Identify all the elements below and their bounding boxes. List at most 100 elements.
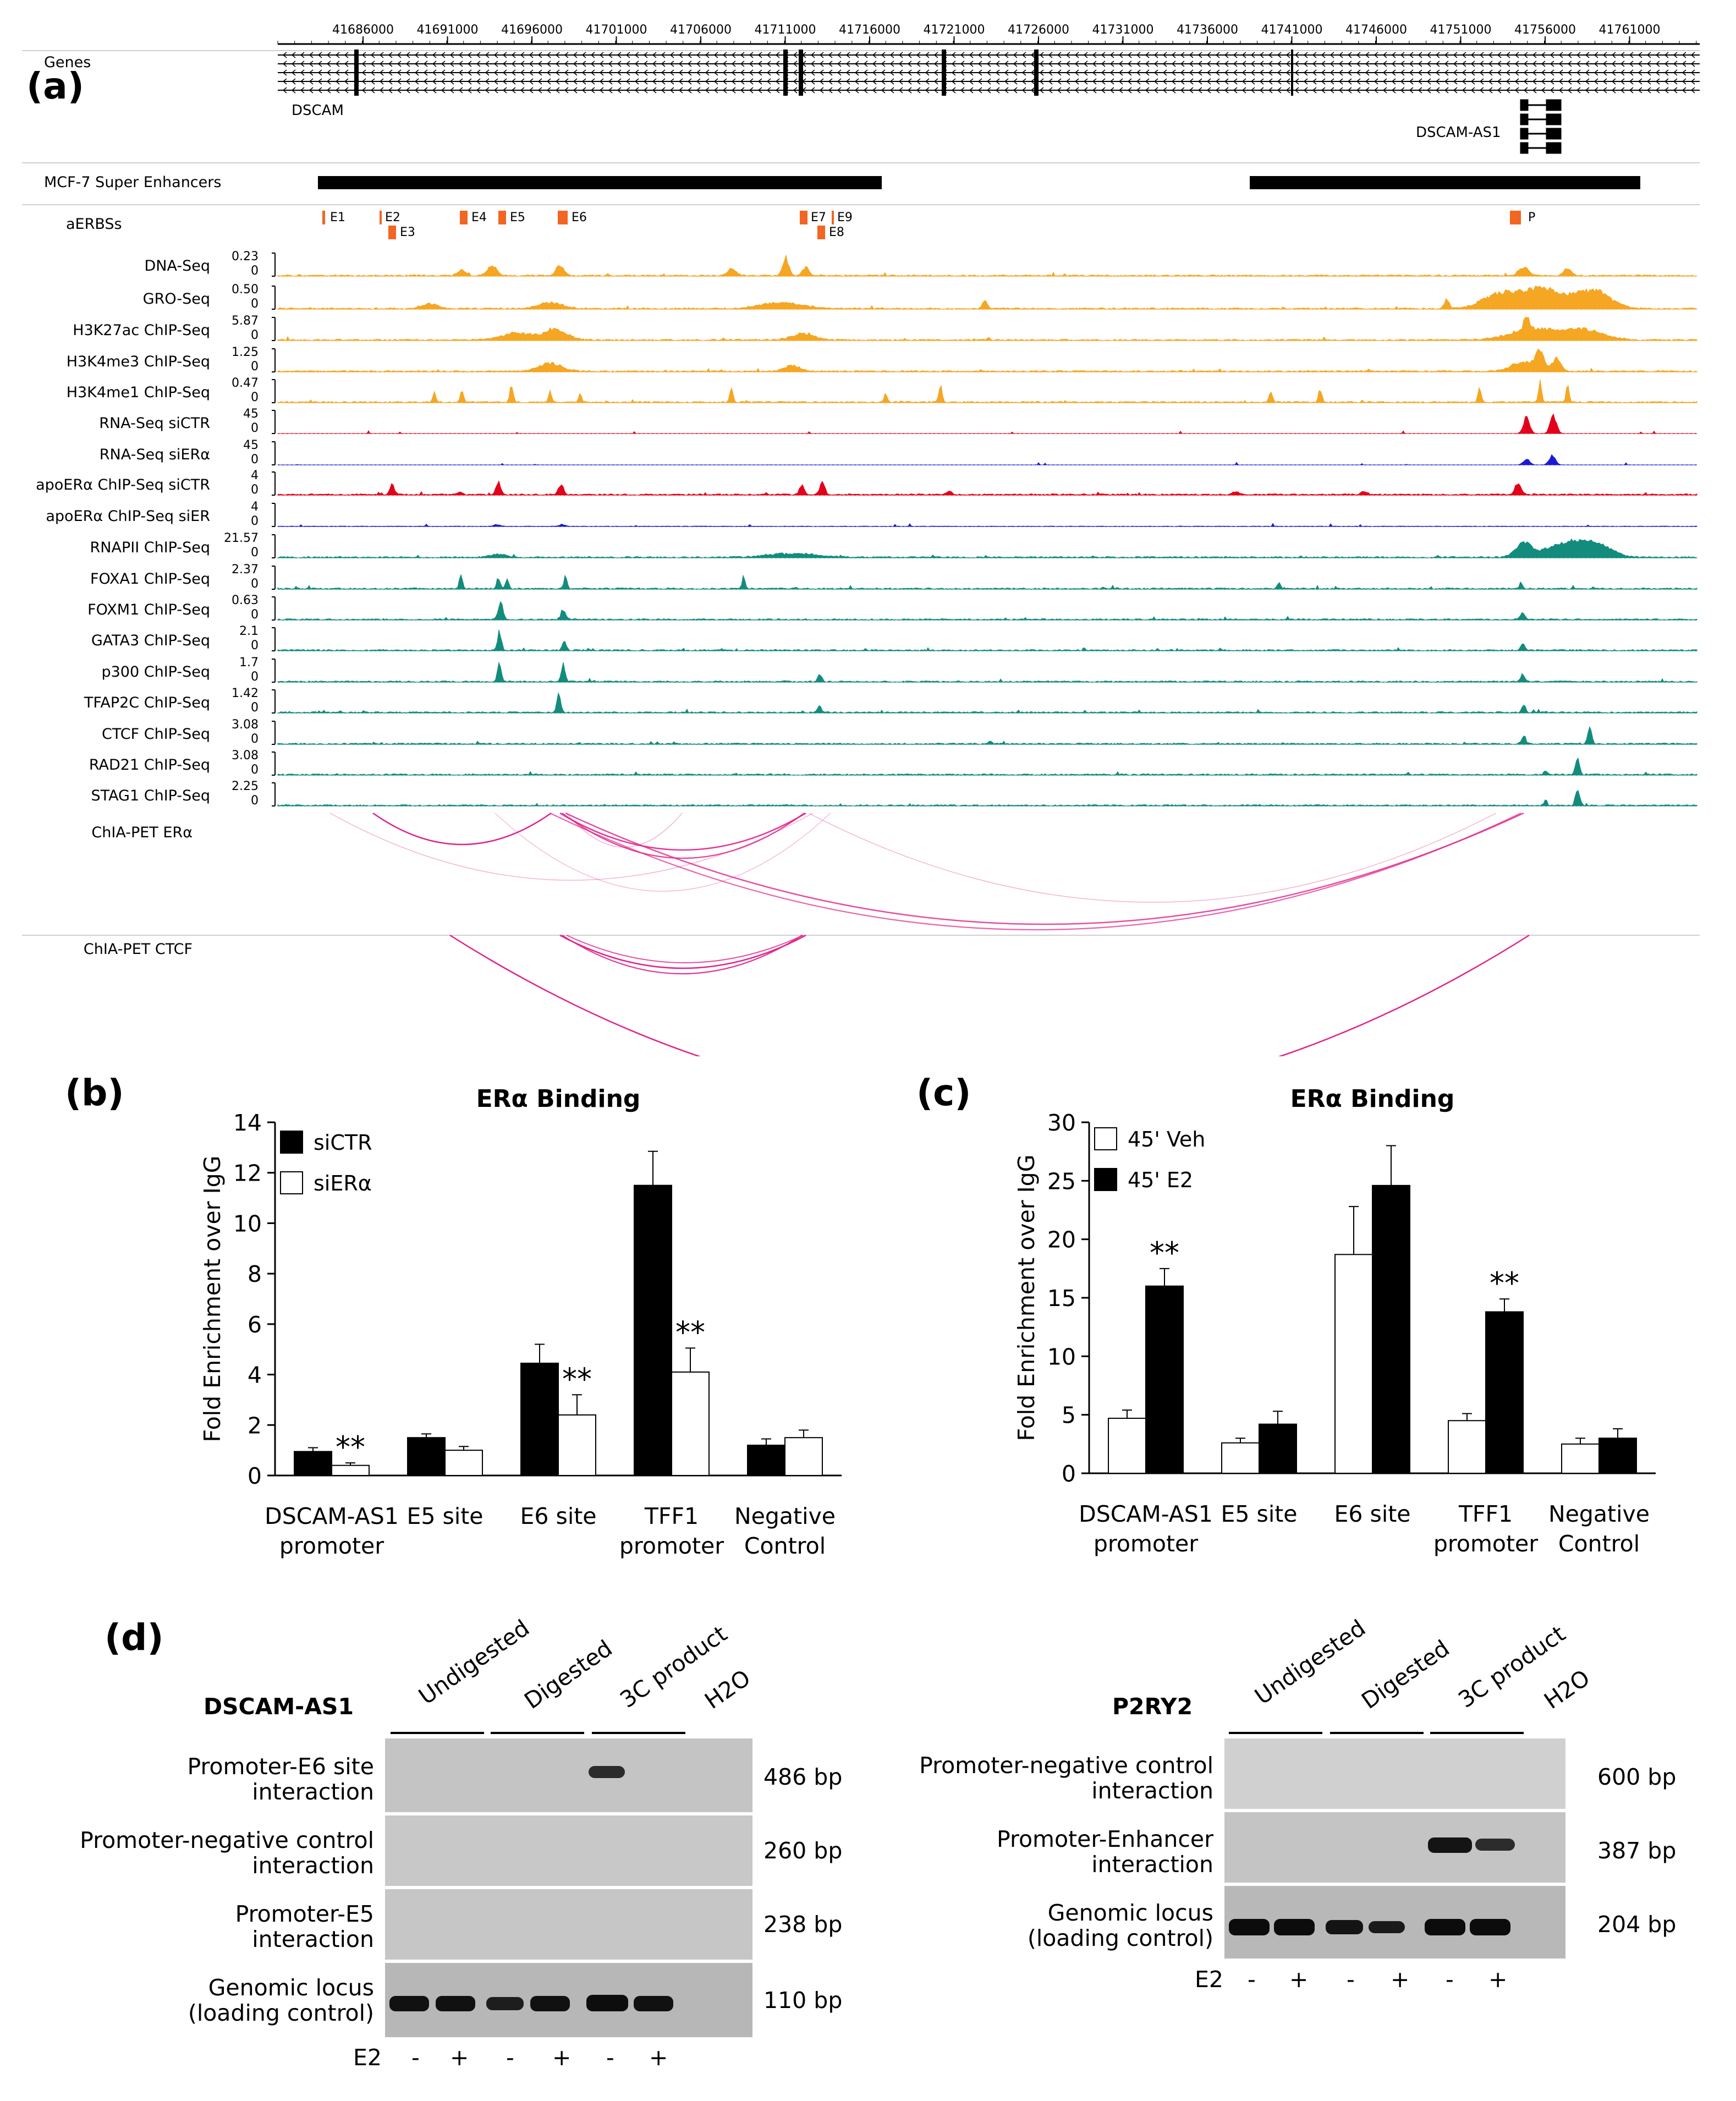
chiapet-era-arc xyxy=(329,813,814,881)
legend-swatch xyxy=(280,1131,303,1154)
signal-area xyxy=(277,379,1697,403)
aerbs-e9: E9 xyxy=(837,211,853,224)
x-tick-label: Negative xyxy=(734,1503,836,1529)
bar xyxy=(558,1414,596,1477)
bar xyxy=(1372,1184,1410,1474)
gel-left-header-h2o: H2O xyxy=(700,1664,756,1714)
track-scale-min: 0 xyxy=(251,732,259,746)
gel-left-header-digested: Digested xyxy=(519,1634,617,1714)
aerbs-e7: E7 xyxy=(811,211,826,224)
gel-right-e2-sign-5: - xyxy=(1446,1966,1454,1993)
track-scale-min: 0 xyxy=(251,701,259,715)
dscam-direction-arrow xyxy=(282,87,1695,94)
signal-area xyxy=(277,348,1697,372)
chiapet-era-arc xyxy=(550,813,1521,931)
dscam-direction-arrow xyxy=(282,52,1695,58)
significance-marker: ** xyxy=(675,1315,705,1350)
x-tick-label: E6 site xyxy=(520,1503,596,1529)
chiapet-era-arc xyxy=(808,813,1497,903)
dscam-gene-label: DSCAM xyxy=(292,102,344,119)
legend-label: 45' E2 xyxy=(1128,1168,1193,1192)
track-label: TFAP2C ChIP-Seq xyxy=(84,694,210,711)
track-scale-min: 0 xyxy=(251,546,259,559)
gel-left-row-2-label: Promoter-negative control interaction xyxy=(55,1828,374,1878)
band xyxy=(589,1766,625,1778)
gel-right-header-h2o: H2O xyxy=(1539,1664,1595,1714)
track-scale-min: 0 xyxy=(251,391,259,404)
track-scale-max: 45 xyxy=(243,407,259,421)
legend-label: 45' Veh xyxy=(1128,1127,1205,1151)
x-tick-label: DSCAM-AS1 xyxy=(1079,1501,1213,1527)
track-scale-min: 0 xyxy=(251,264,259,278)
signal-track xyxy=(272,317,1697,341)
y-tick-label: 6 xyxy=(248,1312,262,1338)
track-scale-max: 1.42 xyxy=(232,687,259,700)
band xyxy=(586,1995,628,2011)
coordinate-label: 41691000 xyxy=(416,23,479,37)
track-scale-min: 0 xyxy=(251,421,259,435)
gel-left xyxy=(385,1738,752,2037)
signal-track xyxy=(272,689,1697,714)
track-label: FOXA1 ChIP-Seq xyxy=(90,570,210,588)
signal-track xyxy=(272,721,1697,745)
bar xyxy=(1448,1420,1487,1474)
gel-left-row-3-label: Promoter-E5 interaction xyxy=(55,1901,374,1952)
bar xyxy=(1561,1443,1600,1474)
coordinate-label: 41731000 xyxy=(1092,23,1154,37)
dscam-as1-gene-label: DSCAM-AS1 xyxy=(1416,124,1501,141)
bar xyxy=(1108,1418,1147,1474)
chiapet-era-arc xyxy=(559,812,806,851)
signal-track xyxy=(272,596,1697,621)
y-tick-label: 0 xyxy=(248,1463,262,1489)
signal-track xyxy=(272,782,1697,807)
coordinate-label: 41701000 xyxy=(585,23,647,37)
gel-right-row-3 xyxy=(1224,1886,1565,1959)
x-tick-label: E5 site xyxy=(1221,1501,1297,1527)
y-tick-label: 12 xyxy=(233,1160,262,1187)
band xyxy=(1369,1921,1405,1933)
genes-track-label: Genes xyxy=(44,54,91,71)
chiapet-era-arc xyxy=(372,812,552,846)
track-label: RNA-Seq siERα xyxy=(99,446,210,463)
x-tick-label: TFF1 xyxy=(644,1503,699,1529)
track-scale-max: 0.47 xyxy=(232,376,259,390)
track-label: RNA-Seq siCTR xyxy=(99,415,210,432)
bar xyxy=(671,1371,710,1476)
super-enhancer-label: MCF-7 Super Enhancers xyxy=(44,174,222,191)
chiapet-ctcf-arc xyxy=(562,935,803,974)
gel-right-row-2 xyxy=(1224,1812,1565,1883)
y-tick-label: 20 xyxy=(1047,1227,1076,1253)
gel-right-header-line-3 xyxy=(1430,1732,1524,1734)
gel-left-row-2-label-text: Promoter-negative control interaction xyxy=(80,1827,374,1879)
track-label: p300 ChIP-Seq xyxy=(101,663,210,681)
signal-track xyxy=(272,659,1697,683)
signal-area xyxy=(277,629,1697,651)
chiapet-era-arc xyxy=(495,813,831,892)
y-tick-label: 25 xyxy=(1047,1168,1076,1194)
gel-left-row-3 xyxy=(385,1886,752,1960)
gel-right-header-digested: Digested xyxy=(1356,1634,1454,1714)
significance-marker: ** xyxy=(336,1430,365,1464)
chiapet-era-arc xyxy=(566,813,683,848)
track-scale-max: 4 xyxy=(251,469,259,482)
track-scale-min: 0 xyxy=(251,514,259,528)
track-scale-min: 0 xyxy=(251,763,259,777)
track-label: apoERα ChIP-Seq siER xyxy=(46,508,210,525)
signal-area xyxy=(277,574,1697,590)
track-scale-min: 0 xyxy=(251,794,259,808)
signal-track xyxy=(272,441,1697,465)
bar xyxy=(331,1464,370,1477)
significance-marker: ** xyxy=(562,1362,592,1396)
aerbs-e4: E4 xyxy=(471,211,487,224)
gel-left-row-2-size: 260 bp xyxy=(763,1837,843,1864)
coordinate-label: 41756000 xyxy=(1514,23,1576,37)
signal-area xyxy=(277,317,1697,341)
gel-left-e2-sign-4: + xyxy=(552,2044,572,2071)
bar xyxy=(784,1437,823,1477)
coordinate-label: 41721000 xyxy=(923,23,985,37)
gel-right-row-2-label-text: Promoter-Enhancer interaction xyxy=(996,1826,1213,1878)
coordinate-label: 41741000 xyxy=(1261,23,1323,37)
gel-right-row-1 xyxy=(1224,1738,1565,1809)
bar xyxy=(407,1437,446,1477)
track-scale-max: 2.1 xyxy=(239,624,259,638)
